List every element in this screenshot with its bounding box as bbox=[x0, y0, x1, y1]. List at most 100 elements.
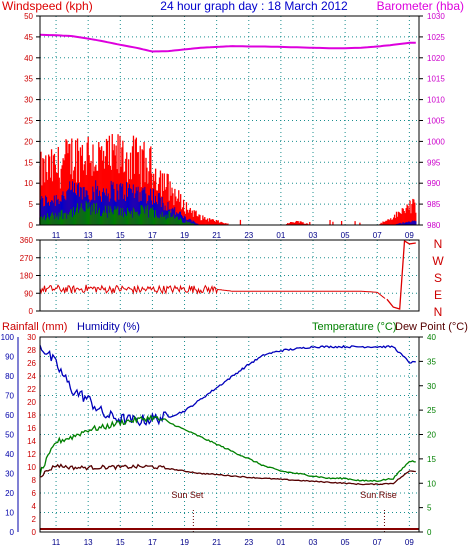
barometer-y-tick-label: 1025 bbox=[427, 33, 445, 42]
temperature-line bbox=[39, 414, 416, 483]
humidity-y-tick-label: 20 bbox=[27, 398, 36, 407]
barometer-axis-title: Barometer (hba) bbox=[377, 0, 464, 13]
temperature-x-tick-label: 05 bbox=[341, 538, 350, 547]
wind-y-tick-label: 25 bbox=[24, 117, 33, 126]
temperature-y-tick-label: 10 bbox=[427, 479, 436, 488]
temperature-y-tick-label: 5 bbox=[427, 504, 432, 513]
wind-x-tick-label: 19 bbox=[180, 231, 189, 240]
wind-x-tick-label: 21 bbox=[212, 231, 221, 240]
direction-y-tick-label: 360 bbox=[20, 236, 34, 245]
barometer-y-tick-label: 985 bbox=[427, 200, 441, 209]
wind-y-tick-label: 40 bbox=[24, 54, 33, 63]
temperature-x-tick-label: 23 bbox=[244, 538, 253, 547]
wind-direction-end-line bbox=[386, 239, 416, 310]
temperature-x-tick-label: 03 bbox=[309, 538, 318, 547]
humidity-y-tick-label: 28 bbox=[27, 346, 36, 355]
wind-x-tick-label: 11 bbox=[52, 231, 61, 240]
humidity-y-tick-label: 2 bbox=[32, 515, 37, 524]
wind-x-tick-label: 09 bbox=[405, 231, 414, 240]
wind-y-tick-label: 20 bbox=[24, 137, 33, 146]
humidity-y-tick-label: 10 bbox=[27, 463, 36, 472]
compass-label: S bbox=[434, 271, 442, 285]
wind-x-tick-label: 23 bbox=[244, 231, 253, 240]
wind-x-tick-label: 07 bbox=[373, 231, 382, 240]
temperature-y-tick-label: 40 bbox=[427, 333, 436, 342]
compass-label: N bbox=[434, 237, 443, 251]
chart-title: 24 hour graph day : 18 March 2012 bbox=[160, 0, 348, 13]
temperature-y-tick-label: 30 bbox=[427, 382, 436, 391]
humidity-y-tick-label: 14 bbox=[27, 437, 36, 446]
wind-x-tick-label: 05 bbox=[341, 231, 350, 240]
temperature-y-tick-label: 25 bbox=[427, 406, 436, 415]
rainfall-y-tick-label: 30 bbox=[5, 470, 14, 479]
temperature-x-tick-label: 13 bbox=[84, 538, 93, 547]
temperature-y-tick-label: 20 bbox=[427, 431, 436, 440]
barometer-y-tick-label: 1005 bbox=[427, 117, 445, 126]
barometer-y-tick-label: 980 bbox=[427, 221, 441, 230]
compass-label: N bbox=[434, 305, 443, 319]
dewpoint-line bbox=[39, 463, 416, 486]
wind-y-tick-label: 45 bbox=[24, 33, 33, 42]
direction-y-tick-label: 0 bbox=[29, 307, 34, 316]
barometer-y-tick-label: 990 bbox=[427, 179, 441, 188]
temperature-x-tick-label: 01 bbox=[276, 538, 285, 547]
barometer-y-tick-label: 1015 bbox=[427, 75, 445, 84]
rainfall-y-tick-label: 10 bbox=[5, 509, 14, 518]
wind-y-tick-label: 5 bbox=[29, 200, 34, 209]
wind-x-tick-label: 15 bbox=[116, 231, 125, 240]
temperature-x-tick-label: 09 bbox=[405, 538, 414, 547]
temperature-x-tick-label: 17 bbox=[148, 538, 157, 547]
wind-panel-frame bbox=[39, 15, 420, 226]
wind-y-tick-label: 35 bbox=[24, 75, 33, 84]
compass-label: W bbox=[432, 254, 444, 268]
barometer-line bbox=[39, 33, 416, 53]
wind-y-tick-label: 10 bbox=[24, 179, 33, 188]
compass-label: E bbox=[434, 288, 442, 302]
wind-y-tick-label: 15 bbox=[24, 158, 33, 167]
barometer-y-tick-label: 1010 bbox=[427, 96, 445, 105]
direction-y-tick-label: 180 bbox=[20, 272, 34, 281]
humidity-y-tick-label: 24 bbox=[27, 372, 36, 381]
rainfall-y-tick-label: 60 bbox=[5, 411, 14, 420]
wind-y-tick-label: 30 bbox=[24, 96, 33, 105]
direction-y-tick-label: 90 bbox=[24, 289, 33, 298]
humidity-y-tick-label: 8 bbox=[32, 476, 37, 485]
temperature-x-tick-label: 21 bbox=[212, 538, 221, 547]
humidity-y-tick-label: 6 bbox=[32, 489, 37, 498]
rainfall-y-tick-label: 0 bbox=[10, 528, 15, 537]
humidity-y-tick-label: 12 bbox=[27, 450, 36, 459]
temperature-y-tick-label: 0 bbox=[427, 528, 432, 537]
direction-y-tick-label: 270 bbox=[20, 254, 34, 263]
rainfall-y-tick-label: 40 bbox=[5, 450, 14, 459]
wind-x-tick-label: 01 bbox=[276, 231, 285, 240]
wind-direction-line bbox=[39, 284, 386, 299]
wind-y-tick-label: 50 bbox=[24, 12, 33, 21]
wind-x-tick-label: 03 bbox=[309, 231, 318, 240]
dewpoint-axis-title: Dew Point (°C) bbox=[395, 321, 468, 333]
sunrise-label: Sun Rise bbox=[360, 490, 397, 500]
rainfall-y-tick-label: 90 bbox=[5, 353, 14, 362]
sunset-label: Sun Set bbox=[171, 490, 204, 500]
humidity-y-tick-label: 0 bbox=[32, 528, 37, 537]
temperature-x-tick-label: 07 bbox=[373, 538, 382, 547]
chart-layer: 0510152025303540455098098599099510001005… bbox=[1, 12, 468, 547]
humidity-line bbox=[39, 344, 416, 427]
windspeed-axis-title: Windspeed (kph) bbox=[2, 0, 93, 13]
humidity-y-tick-label: 4 bbox=[32, 502, 37, 511]
barometer-y-tick-label: 1000 bbox=[427, 137, 445, 146]
temperature-panel-frame bbox=[39, 336, 420, 533]
barometer-y-tick-label: 1020 bbox=[427, 54, 445, 63]
rainfall-y-tick-label: 100 bbox=[1, 333, 15, 342]
rainfall-y-tick-label: 50 bbox=[5, 431, 14, 440]
temperature-x-tick-label: 11 bbox=[52, 538, 61, 547]
rainfall-y-tick-label: 80 bbox=[5, 372, 14, 381]
temperature-x-tick-label: 15 bbox=[116, 538, 125, 547]
wind-x-tick-label: 17 bbox=[148, 231, 157, 240]
temperature-axis-title: Temperature (°C) bbox=[312, 321, 396, 333]
rainfall-y-tick-label: 70 bbox=[5, 392, 14, 401]
direction-panel-frame bbox=[39, 239, 420, 312]
humidity-y-tick-label: 30 bbox=[27, 333, 36, 342]
barometer-y-tick-label: 995 bbox=[427, 158, 441, 167]
